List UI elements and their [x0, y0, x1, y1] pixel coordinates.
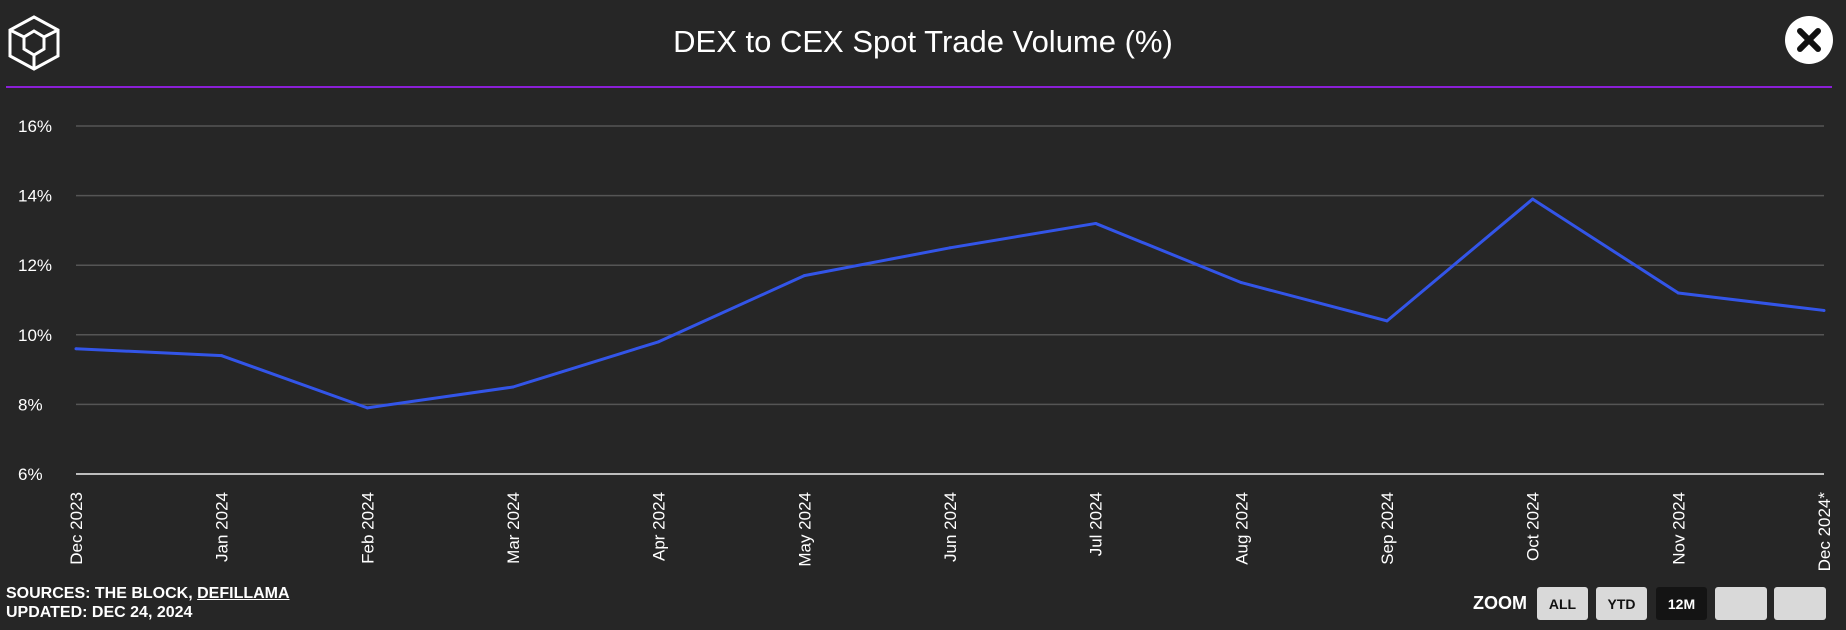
x-tick-label: Sep 2024 [1378, 492, 1397, 565]
data-point [948, 246, 952, 250]
zoom-ytd-button[interactable]: YTD [1596, 587, 1647, 620]
y-tick-label: 12% [18, 256, 52, 275]
x-tick-label: Jan 2024 [213, 492, 232, 562]
updated-label: UPDATED: DEC 24, 2024 [6, 604, 193, 621]
data-point [511, 385, 515, 389]
zoom-12m-button[interactable]: 12M [1656, 587, 1707, 620]
x-tick-label: Mar 2024 [504, 492, 523, 564]
series-line [75, 197, 1825, 410]
x-tick-label: Oct 2024 [1524, 492, 1543, 561]
data-point [1822, 308, 1826, 312]
x-tick-label: Dec 2024* [1815, 492, 1834, 572]
line-chart: 6% 8% 10% 12% 14% 16% Dec 2023 Jan 2024 Feb 2024… [18, 117, 1834, 572]
data-point [74, 347, 78, 351]
y-tick-label: 14% [18, 187, 52, 206]
zoom-blank-button-1[interactable] [1715, 587, 1767, 620]
header-divider [6, 86, 1832, 88]
data-point [1239, 281, 1243, 285]
x-tick-label: Dec 2023 [67, 492, 86, 565]
cube-logo-icon [8, 15, 60, 71]
x-tick-label: Apr 2024 [650, 492, 669, 561]
y-tick-label: 6% [18, 465, 43, 484]
x-tick-label: Nov 2024 [1669, 492, 1688, 565]
close-button[interactable] [1785, 16, 1833, 64]
data-point [220, 354, 224, 358]
x-tick-label: May 2024 [795, 492, 814, 567]
x-tick-label: Jun 2024 [941, 492, 960, 562]
defillama-link[interactable]: DEFILLAMA [197, 585, 290, 602]
data-point [1531, 197, 1535, 201]
zoom-blank-button-2[interactable] [1774, 587, 1826, 620]
x-tick-label: Jul 2024 [1087, 492, 1106, 556]
y-tick-label: 10% [18, 326, 52, 345]
chart-title: DEX to CEX Spot Trade Volume (%) [673, 24, 1173, 59]
data-point [1094, 221, 1098, 225]
close-icon [1797, 28, 1821, 52]
sources-block: SOURCES: THE BLOCK, DEFILLAMA UPDATED: D… [6, 584, 290, 622]
x-tick-label: Feb 2024 [358, 492, 377, 564]
y-tick-label: 8% [18, 395, 43, 414]
zoom-label: ZOOM [1473, 593, 1527, 613]
data-point [1676, 291, 1680, 295]
data-point [365, 406, 369, 410]
data-point [1385, 319, 1389, 323]
sources-label: SOURCES: THE BLOCK, [6, 585, 198, 602]
x-tick-label: Aug 2024 [1232, 492, 1251, 565]
data-point [802, 274, 806, 278]
zoom-all-button[interactable]: ALL [1537, 587, 1588, 620]
data-point [657, 340, 661, 344]
y-tick-label: 16% [18, 117, 52, 136]
